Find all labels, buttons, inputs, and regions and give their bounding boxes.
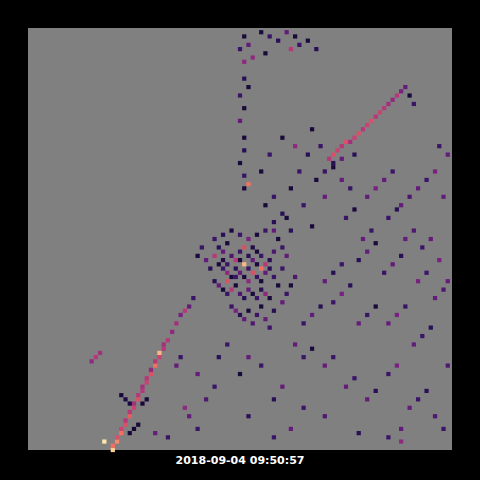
svg-text:2018-09-04 09:50:57: 2018-09-04 09:50:57 xyxy=(176,454,305,467)
